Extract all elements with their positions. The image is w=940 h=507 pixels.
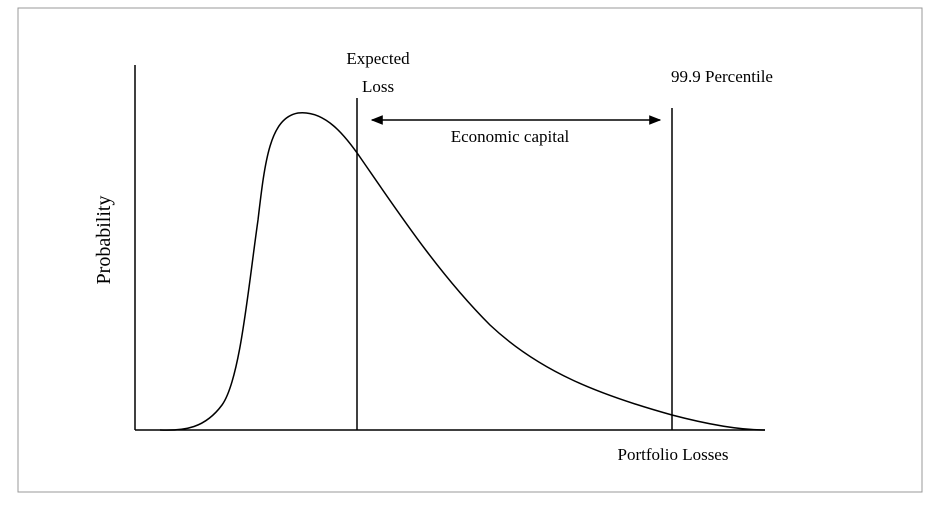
economic-capital-label: Economic capital <box>451 127 570 146</box>
y-axis-label: Probability <box>93 196 115 285</box>
x-axis-label: Portfolio Losses <box>618 445 729 464</box>
loss-distribution-curve <box>159 112 766 431</box>
expected-label: Expected <box>346 49 410 68</box>
frame <box>17 7 923 493</box>
loss-label: Loss <box>362 77 394 96</box>
percentile-label: 99.9 Percentile <box>671 67 773 86</box>
